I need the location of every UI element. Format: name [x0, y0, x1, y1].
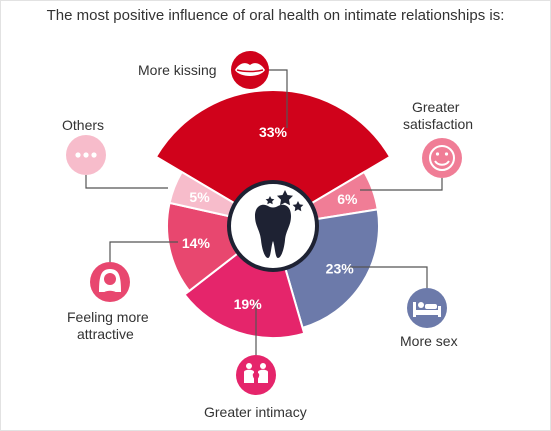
pct-more-sex: 23% — [326, 260, 355, 276]
couple-heart-icon — [236, 355, 276, 395]
pct-greater-intimacy: 19% — [234, 296, 263, 312]
label-others: Others — [62, 117, 105, 133]
smiley-icon — [422, 138, 462, 178]
label-feeling-more-attractive-line1: Feeling more — [67, 309, 149, 325]
label-more-sex: More sex — [400, 333, 458, 349]
tooth-with-stars-icon — [227, 180, 319, 272]
label-feeling-more-attractive-line2: attractive — [77, 326, 134, 342]
leader-line-more-sex — [345, 266, 428, 288]
percent-labels: 33% 6% 23% 19% 14% 5% — [182, 124, 358, 312]
pct-others: 5% — [189, 189, 210, 205]
chart-title: The most positive influence of oral heal… — [46, 7, 505, 24]
leader-line-greater-satisfaction — [360, 178, 443, 191]
woman-icon — [90, 262, 130, 302]
label-more-kissing: More kissing — [138, 62, 217, 78]
lips-icon — [231, 51, 269, 89]
label-greater-intimacy: Greater intimacy — [204, 404, 307, 420]
label-greater-satisfaction-line2: satisfaction — [403, 116, 474, 132]
pct-greater-satisfaction: 6% — [337, 191, 358, 207]
pct-more-kissing: 33% — [259, 124, 288, 140]
bed-icon — [407, 288, 447, 328]
leader-line-others — [85, 175, 168, 189]
leader-line-feeling-more-attractive — [109, 241, 178, 262]
pct-feeling-more-attractive: 14% — [182, 235, 211, 251]
ellipsis-icon — [66, 135, 106, 175]
label-greater-satisfaction-line1: Greater — [412, 99, 460, 115]
